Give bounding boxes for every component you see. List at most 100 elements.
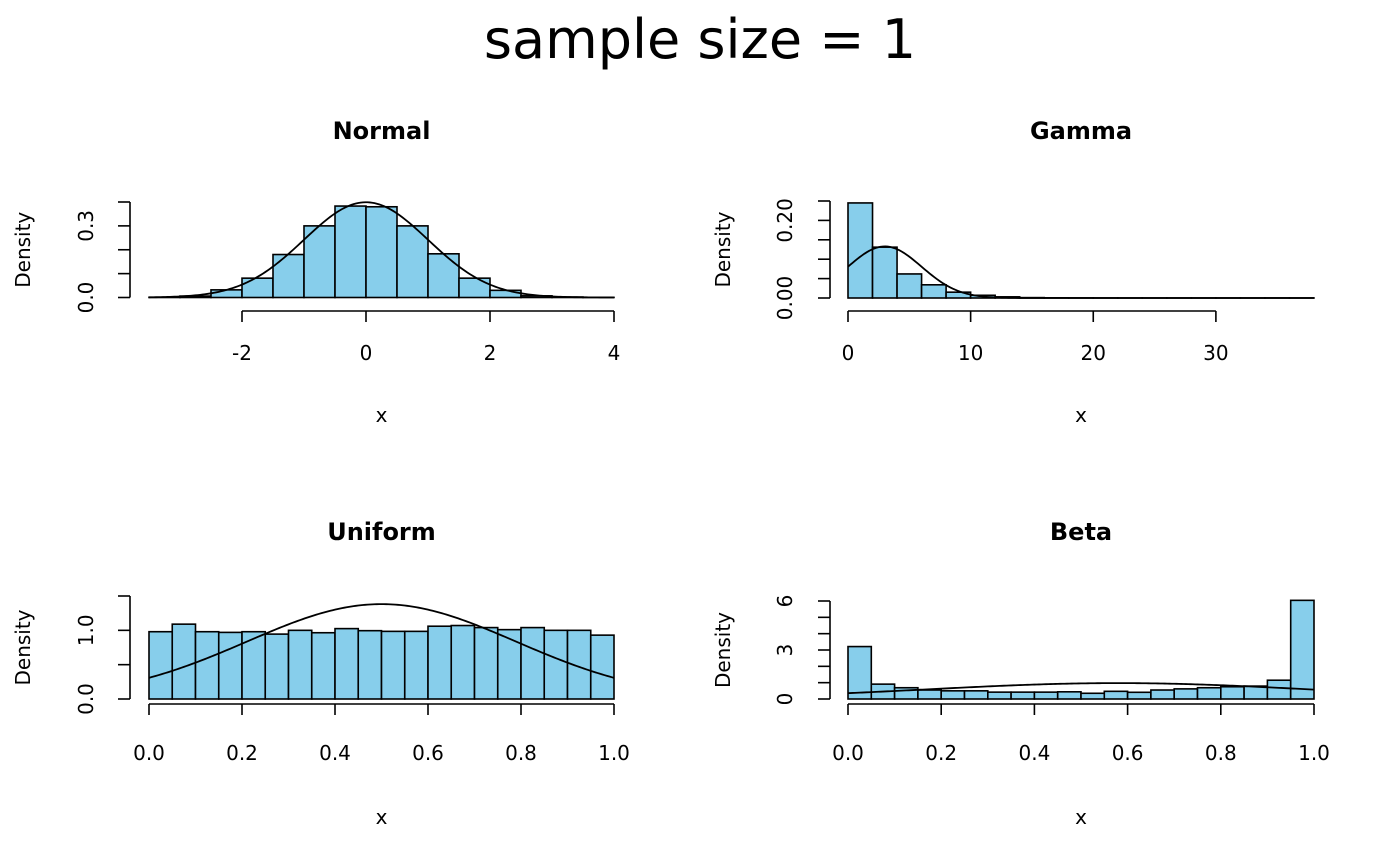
x-tick-label: 2 [484,341,497,365]
histogram-bar [1010,691,1036,700]
x-tick-label: 0.2 [226,741,258,765]
y-tick-label: 6 [773,595,797,608]
histogram-bar [241,277,274,299]
histogram-bar [403,630,429,700]
histogram-bar [171,623,197,700]
y-tick-label: 0.0 [74,683,98,715]
histogram-bar [365,205,398,299]
panel-title: Gamma [1030,117,1132,145]
panel-beta: Beta 0.0 0.2 0.4 0.6 0.8 1.0 x 0 3 6 Density [711,518,1330,829]
panel-gamma: Gamma 0 10 20 30 x 0.00 0.20 Density [711,117,1315,427]
density-curve [847,245,1314,299]
histogram-bar [1150,689,1176,700]
x-tick-label: 0.4 [1018,741,1050,765]
histogram-bar [917,689,943,700]
y-axis: 0.00 0.20 Density [711,198,831,320]
x-tick-label: -2 [232,341,252,365]
x-axis-label: x [376,805,388,829]
bars [148,205,615,299]
panel-title: Uniform [327,518,436,546]
y-axis: 0.0 1.0 Density [11,595,131,715]
x-tick-label: 0.2 [925,741,957,765]
x-tick-label: 1.0 [598,741,630,765]
histogram-bar [217,631,243,700]
y-tick-label: 0 [773,693,797,706]
histogram-bar [1243,685,1269,700]
x-tick-label: 0.0 [832,741,864,765]
histogram-bar [334,205,367,299]
histogram-bar [427,625,453,700]
x-tick-label: 0.8 [505,741,537,765]
y-axis-label: Density [11,212,35,288]
x-tick-label: 1.0 [1298,741,1330,765]
y-axis-label: Density [711,612,735,688]
panel-uniform: Uniform 0.0 0.2 0.4 0.6 0.8 1.0 x 0.0 1.0 Density [11,518,630,829]
histogram-bar [543,629,569,700]
y-axis: 0.0 0.3 Density [11,201,131,313]
histogram-bar [1080,692,1106,700]
figure-title: sample size = 1 [484,8,916,71]
histogram-bar [272,253,305,299]
x-tick-label: 0.6 [412,741,444,765]
histogram-bar [310,631,336,700]
bars [847,202,1315,299]
histogram-bar [357,629,383,700]
x-axis: 0.0 0.2 0.4 0.6 0.8 1.0 x [133,703,630,829]
histogram-bar [940,690,966,700]
histogram-bar [148,630,174,700]
histogram-bar [871,246,898,299]
x-tick-label: 0.8 [1205,741,1237,765]
histogram-bar [1126,691,1152,700]
y-axis-label: Density [11,609,35,685]
histogram-bar [1103,690,1129,700]
histogram-bar [963,690,989,700]
x-axis-label: x [1075,403,1087,427]
histogram-bar [303,225,336,299]
density-curve [148,201,615,299]
y-tick-label: 1.0 [74,614,98,646]
histogram-bar [589,634,615,700]
x-tick-label: 4 [608,341,621,365]
histogram-bar [194,630,220,700]
histogram-bar [1196,686,1222,700]
x-tick-label: 0 [842,341,855,365]
histogram-bar [287,629,313,700]
histogram-bar [334,627,360,700]
histogram-bar [920,284,947,299]
x-axis: -2 0 2 4 x [232,310,621,427]
y-tick-label: 0.20 [773,198,797,243]
x-axis: 0 10 20 30 x [842,310,1229,427]
histogram-bar [264,633,290,700]
panel-title: Normal [333,117,431,145]
density-curve [847,682,1315,695]
histogram-bar [847,645,873,700]
histogram-bar [427,253,460,299]
x-tick-label: 0.0 [133,741,165,765]
y-tick-label: 3 [773,644,797,657]
histogram-bar [1056,691,1082,700]
histogram-bar [380,630,406,700]
histogram-bar [1173,688,1199,700]
x-axis-label: x [1075,805,1087,829]
histogram-bar [520,626,546,700]
density-curve [148,603,615,679]
y-axis: 0 3 6 Density [711,595,831,706]
x-tick-label: 0.6 [1112,741,1144,765]
histogram-bar [1289,599,1315,700]
histogram-bar [458,277,491,299]
y-tick-label: 0.3 [74,210,98,242]
histogram-bar [1033,691,1059,700]
histogram-bar [496,628,522,700]
y-axis-label: Density [711,211,735,287]
x-tick-label: 10 [958,341,983,365]
histogram-bar [896,273,923,299]
x-tick-label: 20 [1081,341,1106,365]
x-tick-label: 0 [360,341,373,365]
x-axis-label: x [376,403,388,427]
histogram-bar [986,691,1012,700]
histogram-bar [1266,679,1292,700]
histogram-bar [210,289,243,299]
bars [148,623,615,700]
panel-title: Beta [1050,518,1112,546]
